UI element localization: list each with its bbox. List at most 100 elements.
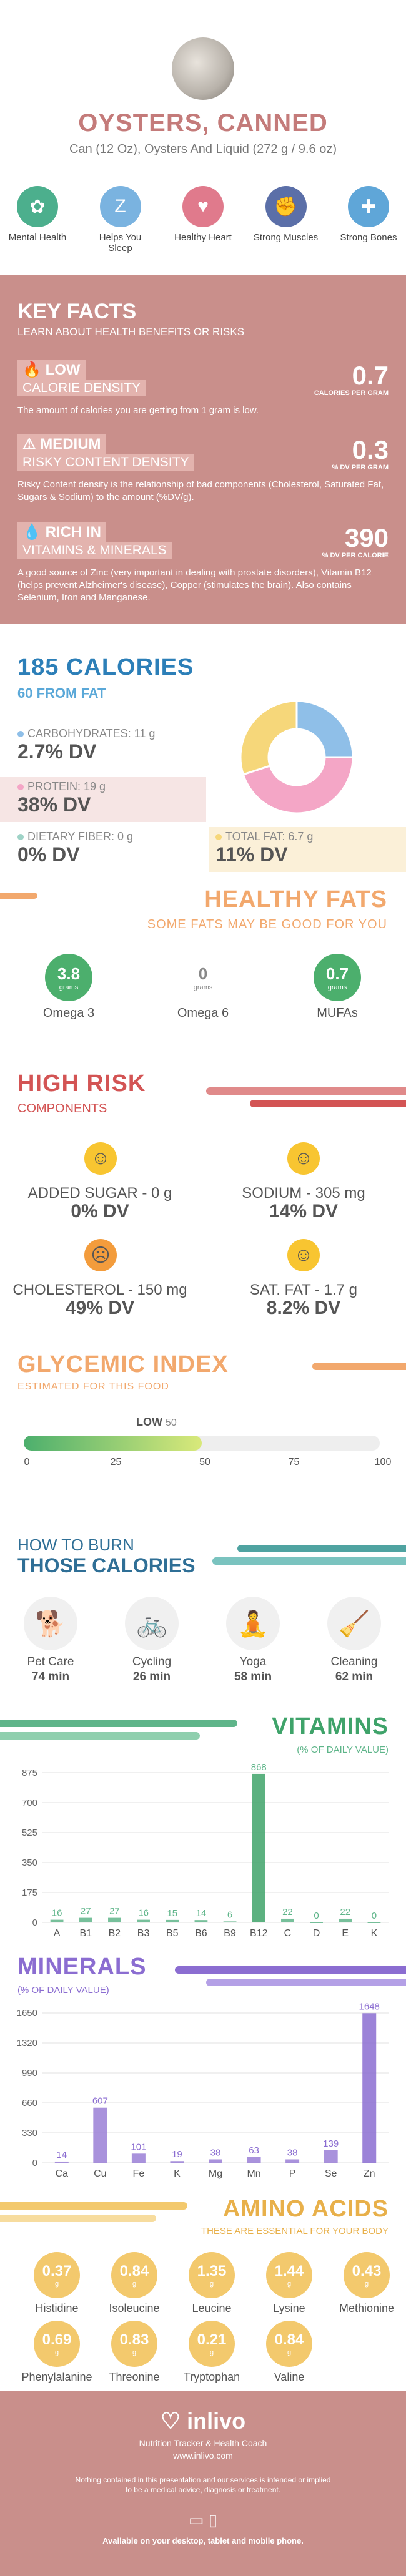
fact-description: The amount of calories you are getting f… [17,405,259,416]
smile-face-icon: ☺ [287,1142,320,1175]
food-image [172,37,234,100]
risk-dv: 49% DV [65,1298,135,1318]
fact-unit: CALORIES PER GRAM [314,389,389,397]
fat-value: 0 [198,964,208,983]
benefit-label: Mental Health [8,232,67,243]
macro-label: PROTEIN: 19 g [27,780,106,793]
vitamin-value-label: 16 [52,1908,62,1919]
fats-divider [0,893,406,900]
fact-unit: % DV PER GRAM [332,464,389,471]
amino-name: Phenylalanine [21,2371,92,2383]
benefit-muscles: ✊ Strong Muscles [252,186,320,253]
footer-disclaimer-1: Nothing contained in this presentation a… [75,2476,331,2484]
benefit-sleep: Z Helps You Sleep [86,186,155,253]
glycemic-tick: 25 [110,1457,122,1467]
fact-unit: % DV PER CALORIE [322,552,389,559]
footer-available: Available on your desktop, tablet and mo… [102,2536,304,2545]
vitamin-category-label: B12 [250,1928,268,1939]
mineral-bar [324,2150,338,2163]
mineral-category-label: Mg [209,2168,222,2179]
legend-dot [17,731,24,737]
sleep-icon: Z [99,186,141,227]
mineral-value-label: 607 [92,2096,108,2107]
amino-circle: 0.84 g [266,2321,312,2367]
macro-label: TOTAL FAT: 6.7 g [225,830,314,843]
vitamins-subtitle: (% OF DAILY VALUE) [297,1745,389,1755]
macro-dv: 2.7% DV [17,740,97,763]
amino-value: 1.35 [197,2263,227,2280]
amino-unit: g [54,2280,59,2288]
fact-category: VITAMINS & MINERALS [17,542,172,559]
protein-highlight [0,777,206,822]
amino-value: 0.69 [42,2331,72,2348]
amino-bar-b [0,2215,156,2222]
fat-unit: grams [59,983,79,991]
mineral-ytick: 1650 [17,2008,37,2019]
amino-name: Leucine [192,2302,232,2314]
key-facts-title: KEY FACTS [17,300,137,323]
key-facts-subtitle: LEARN ABOUT HEALTH BENEFITS OR RISKS [17,326,245,338]
activity-time: 58 min [234,1670,272,1683]
amino-unit: g [209,2280,214,2288]
mineral-bar [285,2159,300,2163]
glycemic-track [24,1436,380,1451]
amino-subtitle: THESE ARE ESSENTIAL FOR YOUR BODY [201,2226,389,2236]
macro-dv: 38% DV [17,793,91,816]
macro-carbs: CARBOHYDRATES: 11 g 2.7% DV [17,727,155,763]
vitamin-category-label: K [371,1928,378,1939]
vitamin-bar [79,1917,92,1922]
mineral-ytick: 330 [22,2128,37,2138]
mineral-bar [362,2013,377,2163]
omega6-circle: 0 grams [179,954,227,1001]
legend-dot [17,834,24,840]
vitamin-ytick: 350 [22,1858,37,1868]
amino-name: Lysine [273,2302,305,2314]
fact-medium-risk: ⚠ MEDIUM RISKY CONTENT DENSITY [17,434,194,471]
benefit-label: Healthy Heart [174,232,232,243]
minerals-title: MINERALS [17,1954,147,1980]
mineral-ytick: 660 [22,2098,37,2108]
activity-name: Cleaning [330,1655,378,1668]
mineral-ytick: 990 [22,2068,37,2079]
fact-value: 390 [344,523,389,552]
fact-value: 0.7 [352,361,389,390]
fact-description: Risky Content density is the relationshi… [17,479,384,502]
risk-bar-a [206,1087,406,1095]
food-title: OYSTERS, CANNED [78,109,328,137]
amino-circle: 1.35 g [189,2252,235,2298]
glycemic-tick: 75 [288,1457,300,1467]
mineral-value-label: 14 [56,2150,67,2160]
macro-dv: 11% DV [215,843,288,866]
mineral-ytick: 1320 [17,2038,37,2049]
amino-title: AMINO ACIDS [222,2196,389,2222]
macro-label: DIETARY FIBER: 0 g [27,830,134,843]
vitamin-ytick: 175 [22,1888,37,1898]
amino-circle: 0.37 g [34,2252,80,2298]
glycemic-value: 50 [166,1418,177,1428]
vitamin-ytick: 0 [32,1917,37,1928]
yoga-icon: 🧘 [226,1597,280,1650]
amino-value: 0.43 [352,2263,382,2280]
amino-bar-a [0,2202,187,2210]
sad-face-icon: ☹ [84,1239,117,1271]
mineral-bar [93,2107,107,2163]
calories-subtitle: 60 FROM FAT [17,685,106,701]
vitamin-category-label: D [313,1928,320,1939]
vitamin-bar [137,1919,150,1922]
fact-description: A good source of Zinc (very important in… [17,567,372,603]
risk-dv: 14% DV [269,1201,339,1222]
vitamins-title: VITAMINS [272,1713,389,1740]
amino-unit: g [287,2280,292,2288]
macro-dv: 0% DV [17,843,80,866]
fat-unit: grams [327,983,347,991]
footer-url: www.inlivo.com [173,2451,233,2461]
mineral-category-label: P [289,2168,296,2179]
vitamin-category-label: C [284,1928,292,1939]
legend-dot [17,784,24,790]
glycemic-bar [312,1363,406,1370]
glycemic-tick: 0 [24,1457,30,1467]
vitamin-value-label: 22 [340,1907,350,1917]
vitamins-bar-chart: 0 175 350 525 700 875 16 A 27 B1 27 B2 16 B3 15 B5 14 B6 6… [22,1762,389,1939]
mineral-value-label: 38 [210,2147,221,2158]
mineral-category-label: Ca [56,2168,69,2179]
